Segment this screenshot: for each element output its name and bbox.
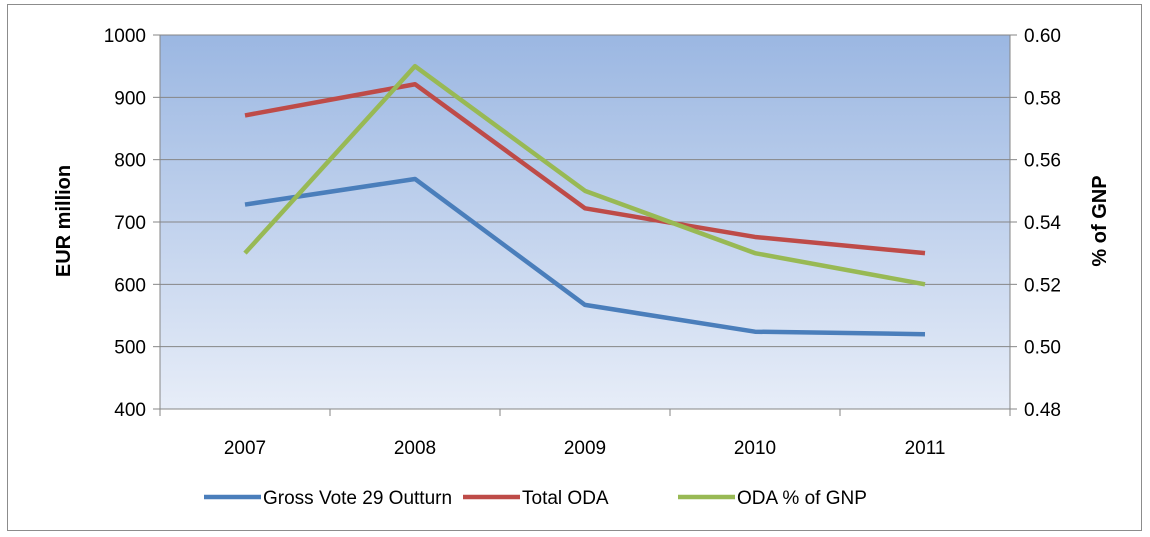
x-tick-label: 2008 [394, 438, 436, 459]
y-tick-label-right: 0.56 [1024, 151, 1061, 172]
x-tick-label: 2011 [905, 438, 946, 459]
axes [153, 34, 1017, 416]
legend-label: ODA % of GNP [737, 488, 867, 509]
y-tick-label-left: 600 [114, 275, 146, 296]
legend-label: Gross Vote 29 Outturn [263, 488, 452, 509]
y-tick-label-left: 1000 [104, 26, 146, 47]
series-line-gross-vote-29-outturn [244, 176, 926, 337]
legend: Gross Vote 29 Outturn Total ODA ODA % of G… [204, 488, 867, 509]
y-tick-label-left: 800 [114, 151, 146, 172]
series-lines [243, 63, 926, 337]
tick-labels: 400 500 600 700 800 900 1000 0.48 0.50 0.52 0.54 0.… [104, 26, 1062, 459]
y-tick-label-right: 0.50 [1024, 338, 1061, 359]
y-axis-title-right: % of GNP [1089, 175, 1111, 266]
y-tick-label-left: 700 [114, 213, 146, 234]
y-axis-title-left: EUR million [53, 165, 75, 277]
y-tick-label-left: 400 [114, 400, 146, 421]
x-tick-label: 2010 [734, 438, 776, 459]
x-tick-label: 2009 [564, 438, 606, 459]
y-tick-label-left: 500 [114, 338, 146, 359]
y-tick-label-right: 0.52 [1024, 275, 1061, 296]
y-tick-label-right: 0.60 [1024, 26, 1061, 47]
series-line-total-oda [244, 81, 926, 256]
x-tick-label: 2007 [224, 438, 266, 459]
y-tick-label-right: 0.54 [1024, 213, 1061, 234]
y-tick-label-right: 0.48 [1024, 400, 1061, 421]
y-tick-label-right: 0.58 [1024, 88, 1061, 109]
gridlines [160, 34, 1010, 348]
legend-label: Total ODA [522, 488, 609, 509]
series-line-oda-of-gnp [243, 63, 926, 287]
y-tick-label-left: 900 [114, 88, 146, 109]
